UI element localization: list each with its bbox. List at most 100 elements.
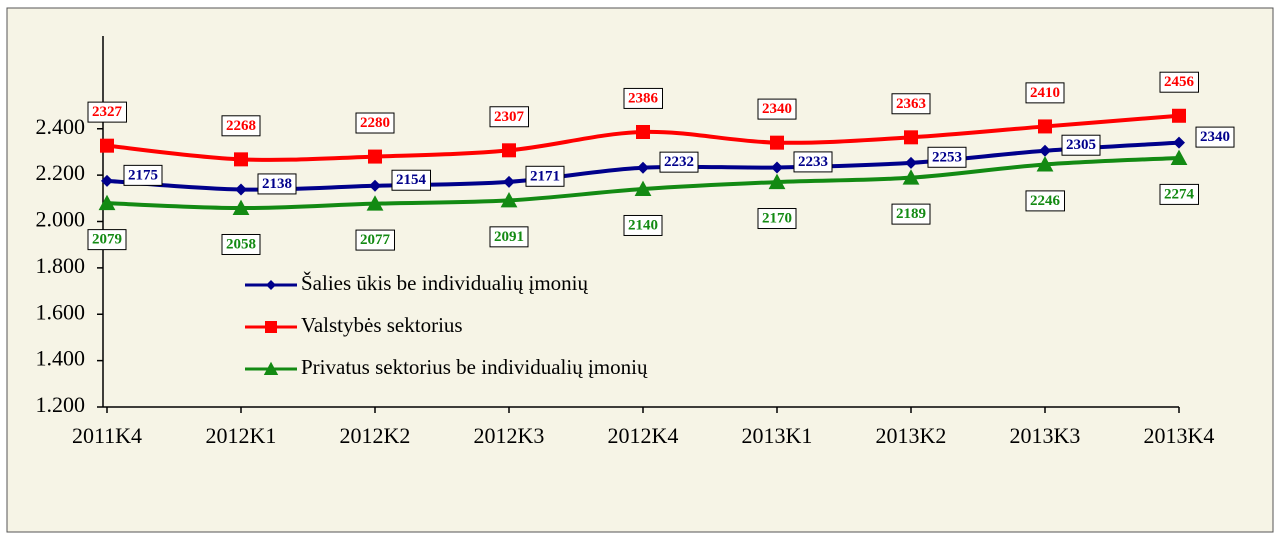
data-label: 2305	[1066, 137, 1096, 153]
data-label-box	[891, 93, 931, 115]
data-label: 2091	[494, 229, 524, 245]
marker	[368, 149, 382, 164]
data-label: 2170	[762, 211, 792, 227]
y-tick-label: 2.200	[36, 160, 86, 185]
data-label: 2140	[628, 217, 658, 233]
data-label-box	[355, 229, 395, 251]
data-label-box	[1061, 134, 1101, 156]
data-label-box	[489, 106, 529, 128]
marker	[369, 179, 381, 192]
x-tick-label: 2013K3	[1010, 423, 1081, 448]
x-tick-label: 2011K4	[72, 423, 142, 448]
data-label-box	[793, 151, 833, 173]
data-label-box	[891, 203, 931, 225]
data-label-box	[927, 146, 967, 168]
marker	[904, 130, 918, 145]
marker	[1170, 149, 1188, 165]
data-label-box	[221, 233, 261, 255]
y-tick-label: 2.000	[36, 207, 86, 232]
data-label: 2268	[226, 118, 256, 134]
data-label: 2138	[262, 176, 292, 192]
data-label: 2079	[92, 232, 122, 248]
data-label-box	[659, 151, 699, 173]
data-label-box	[1159, 71, 1199, 93]
data-label: 2386	[628, 90, 659, 106]
marker	[265, 321, 277, 333]
data-label: 2246	[1030, 193, 1061, 209]
y-tick-label: 1.600	[36, 299, 86, 324]
data-label-box	[489, 226, 529, 248]
marker	[1039, 144, 1051, 157]
data-label: 2327	[92, 104, 123, 120]
data-label: 2340	[1200, 129, 1230, 145]
x-tick-label: 2012K3	[474, 423, 545, 448]
data-label: 2307	[494, 109, 525, 125]
marker	[771, 161, 783, 174]
marker	[98, 194, 116, 211]
marker	[770, 135, 784, 150]
marker	[768, 173, 786, 190]
marker	[263, 361, 279, 375]
data-label: 2175	[128, 167, 158, 183]
marker	[1172, 108, 1186, 123]
legend-label: Valstybės sektorius	[301, 313, 463, 337]
marker	[234, 152, 248, 167]
x-tick-label: 2012K1	[206, 423, 277, 448]
data-label: 2232	[664, 154, 694, 170]
data-label-box	[623, 87, 663, 109]
marker	[232, 199, 250, 216]
marker	[366, 195, 384, 211]
marker	[235, 183, 247, 196]
data-label-box	[757, 98, 797, 120]
marker	[500, 191, 518, 208]
data-label-box	[1025, 190, 1065, 212]
data-label-box	[87, 229, 127, 251]
x-tick-label: 2013K4	[1144, 423, 1215, 448]
marker	[902, 169, 920, 185]
y-tick-label: 1.800	[36, 253, 86, 278]
chart-area	[6, 7, 1274, 533]
marker	[1036, 156, 1054, 172]
data-label-box	[1195, 126, 1235, 148]
marker	[100, 138, 114, 153]
data-label: 2253	[932, 149, 962, 165]
data-label: 2171	[530, 168, 560, 184]
data-label-box	[1025, 82, 1065, 104]
y-tick-label: 1.400	[36, 346, 86, 371]
data-label: 2077	[360, 232, 391, 248]
data-label: 2058	[226, 236, 256, 252]
marker	[634, 180, 652, 197]
data-label-box	[525, 165, 565, 187]
marker	[1038, 119, 1052, 134]
x-tick-label: 2013K1	[742, 423, 813, 448]
data-label-box	[355, 112, 395, 134]
data-label: 2154	[396, 172, 427, 188]
data-label: 2340	[762, 101, 792, 117]
data-label-box	[221, 115, 261, 137]
marker	[637, 161, 649, 174]
data-label: 2410	[1030, 85, 1060, 101]
data-label-box	[123, 164, 163, 186]
marker	[502, 143, 516, 158]
x-tick-label: 2012K4	[608, 423, 679, 448]
data-label-box	[391, 169, 431, 191]
marker	[266, 280, 276, 290]
data-label-box	[757, 208, 797, 230]
legend-label: Šalies ūkis be individualių įmonių	[301, 271, 588, 295]
data-label: 2274	[1164, 186, 1195, 202]
x-tick-label: 2013K2	[876, 423, 947, 448]
y-tick-label: 2.400	[36, 114, 86, 139]
data-label-box	[1159, 183, 1199, 205]
data-label-box	[623, 214, 663, 236]
x-tick-label: 2012K2	[340, 423, 411, 448]
marker	[636, 124, 650, 139]
data-label-box	[87, 101, 127, 123]
marker	[503, 175, 515, 188]
data-label-box	[257, 173, 297, 195]
y-tick-label: 1.200	[36, 392, 86, 417]
legend-label: Privatus sektorius be individualių įmoni…	[301, 355, 648, 379]
data-label: 2363	[896, 96, 926, 112]
marker	[905, 156, 917, 169]
data-label: 2280	[360, 115, 390, 131]
